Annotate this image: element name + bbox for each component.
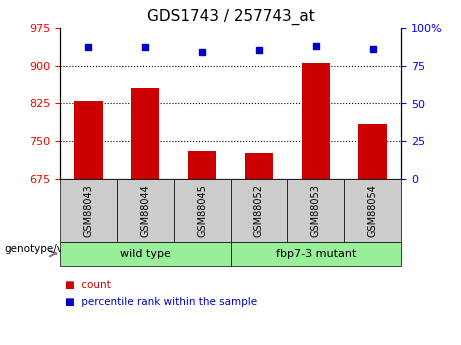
Bar — [245, 152, 273, 179]
Text: ■  percentile rank within the sample: ■ percentile rank within the sample — [65, 297, 257, 307]
Text: wild type: wild type — [120, 249, 171, 258]
Text: GSM88052: GSM88052 — [254, 184, 264, 237]
Text: GSM88053: GSM88053 — [311, 184, 321, 237]
Text: GSM88054: GSM88054 — [367, 184, 378, 237]
Bar — [74, 101, 102, 179]
Text: GSM88045: GSM88045 — [197, 184, 207, 237]
Text: GSM88044: GSM88044 — [140, 184, 150, 237]
Bar — [188, 150, 216, 179]
Bar — [131, 88, 160, 179]
Bar — [358, 124, 387, 179]
Title: GDS1743 / 257743_at: GDS1743 / 257743_at — [147, 9, 314, 25]
Text: genotype/variation: genotype/variation — [5, 245, 104, 254]
Text: GSM88043: GSM88043 — [83, 184, 94, 237]
Bar — [301, 63, 330, 179]
Text: fbp7-3 mutant: fbp7-3 mutant — [276, 249, 356, 258]
Text: ■  count: ■ count — [65, 280, 110, 289]
